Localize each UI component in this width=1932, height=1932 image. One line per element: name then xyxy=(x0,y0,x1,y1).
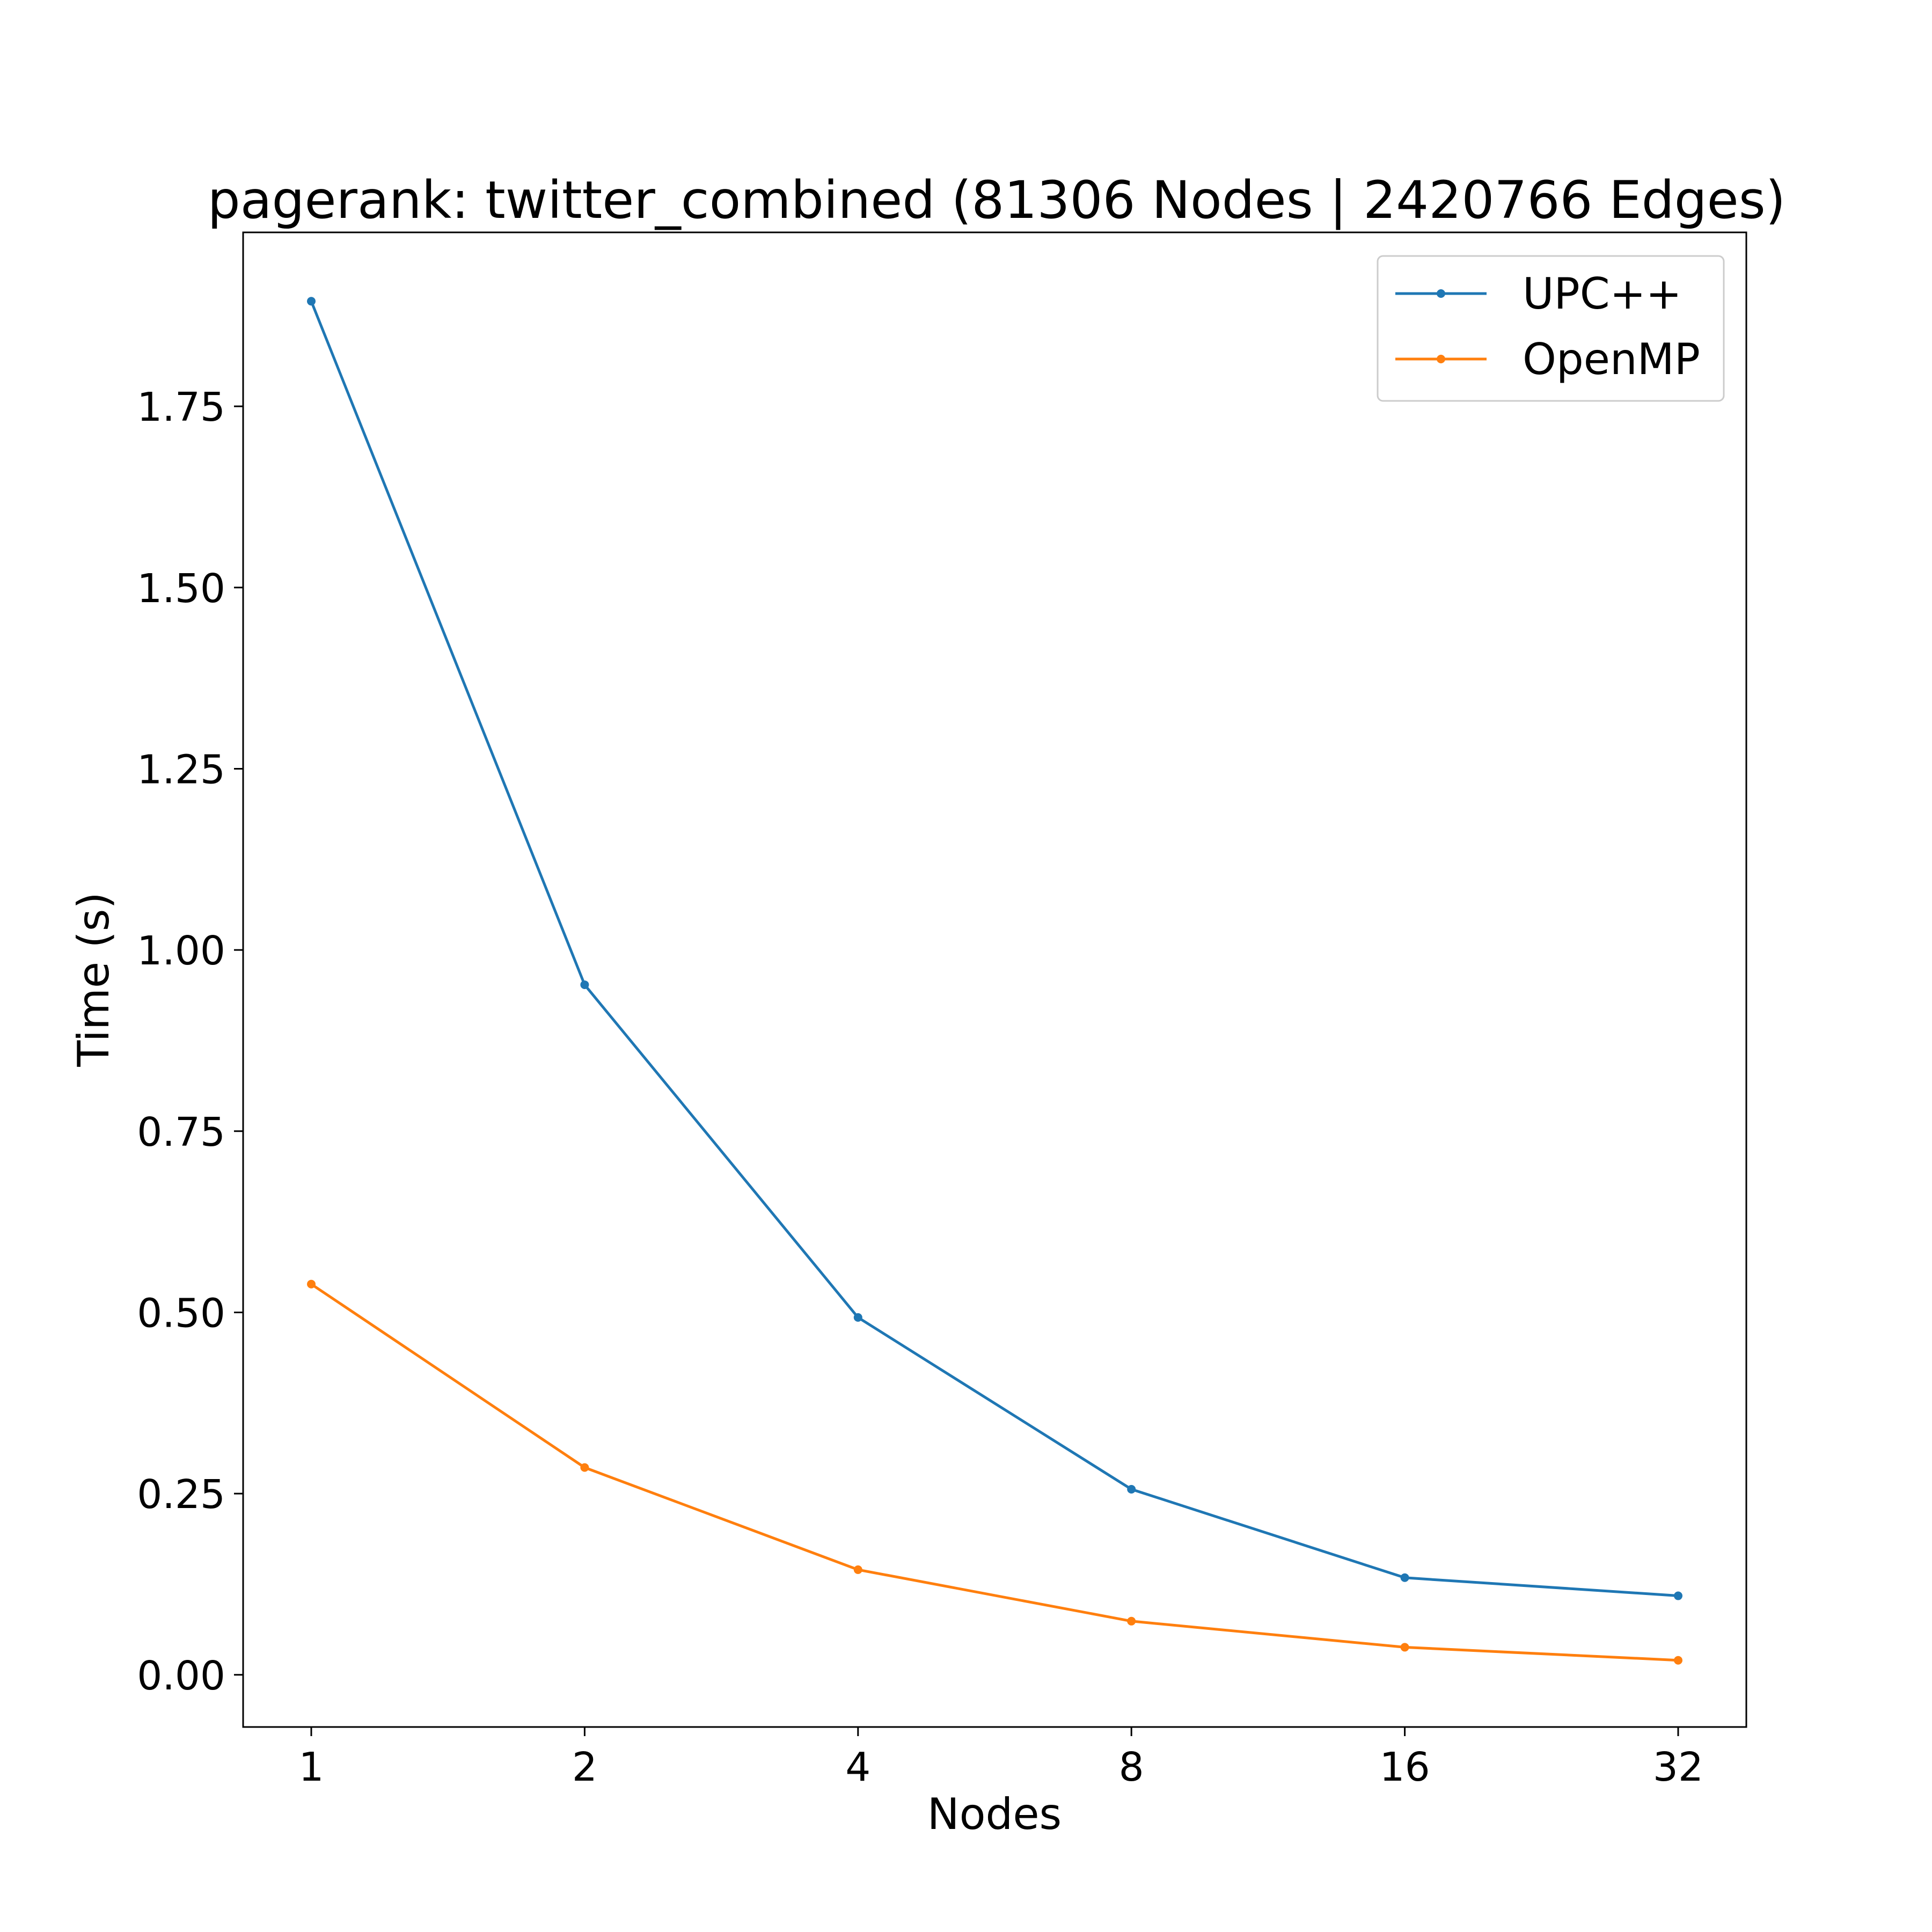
plot-frame xyxy=(242,231,1747,1728)
x-axis-ticks: 1 2 4 8 16 32 xyxy=(298,1727,1703,1790)
y-tick-label: 1.00 xyxy=(137,928,225,974)
y-tick-label: 0.50 xyxy=(137,1290,225,1336)
chart-title: pagerank: twitter_combined (81306 Nodes … xyxy=(208,170,1785,231)
openmp-point xyxy=(580,1463,589,1472)
y-axis-label: Time (s) xyxy=(69,892,119,1067)
openmp-point xyxy=(1674,1656,1682,1665)
legend: UPC++ OpenMP xyxy=(1377,255,1725,402)
upc-point xyxy=(580,980,589,989)
upc-point xyxy=(1400,1573,1409,1582)
openmp-legend-marker xyxy=(1437,355,1445,363)
upc-series-line xyxy=(310,301,1679,1597)
openmp-point xyxy=(1127,1616,1136,1626)
series-layer xyxy=(307,297,1682,1665)
x-tick-label: 16 xyxy=(1380,1744,1430,1790)
y-tick-label: 0.25 xyxy=(137,1472,225,1518)
upc-point xyxy=(853,1313,862,1322)
openmp-point xyxy=(307,1279,316,1289)
x-axis-label: Nodes xyxy=(927,1789,1062,1839)
y-tick-label: 1.50 xyxy=(137,566,225,612)
openmp-legend-label: OpenMP xyxy=(1523,334,1700,384)
y-tick-label: 1.75 xyxy=(137,384,225,430)
openmp-series-line xyxy=(310,1283,1679,1662)
y-tick-label: 1.25 xyxy=(137,747,225,793)
upc-point xyxy=(307,297,316,306)
x-tick-label: 8 xyxy=(1119,1744,1144,1790)
upc-legend-marker xyxy=(1437,289,1445,298)
y-tick-label: 0.00 xyxy=(137,1653,225,1699)
upc-point xyxy=(1127,1484,1136,1494)
x-tick-label: 2 xyxy=(572,1744,597,1790)
openmp-point xyxy=(1400,1643,1409,1652)
openmp-point xyxy=(853,1565,862,1574)
x-tick-label: 1 xyxy=(298,1744,324,1790)
x-tick-label: 32 xyxy=(1653,1744,1703,1790)
y-axis-ticks: 0.00 0.25 0.50 0.75 1.00 1.25 1.50 1.75 xyxy=(137,384,243,1699)
x-tick-label: 4 xyxy=(845,1744,870,1790)
y-tick-label: 0.75 xyxy=(137,1109,225,1155)
upc-legend-label: UPC++ xyxy=(1523,269,1682,319)
upc-point xyxy=(1674,1591,1682,1600)
